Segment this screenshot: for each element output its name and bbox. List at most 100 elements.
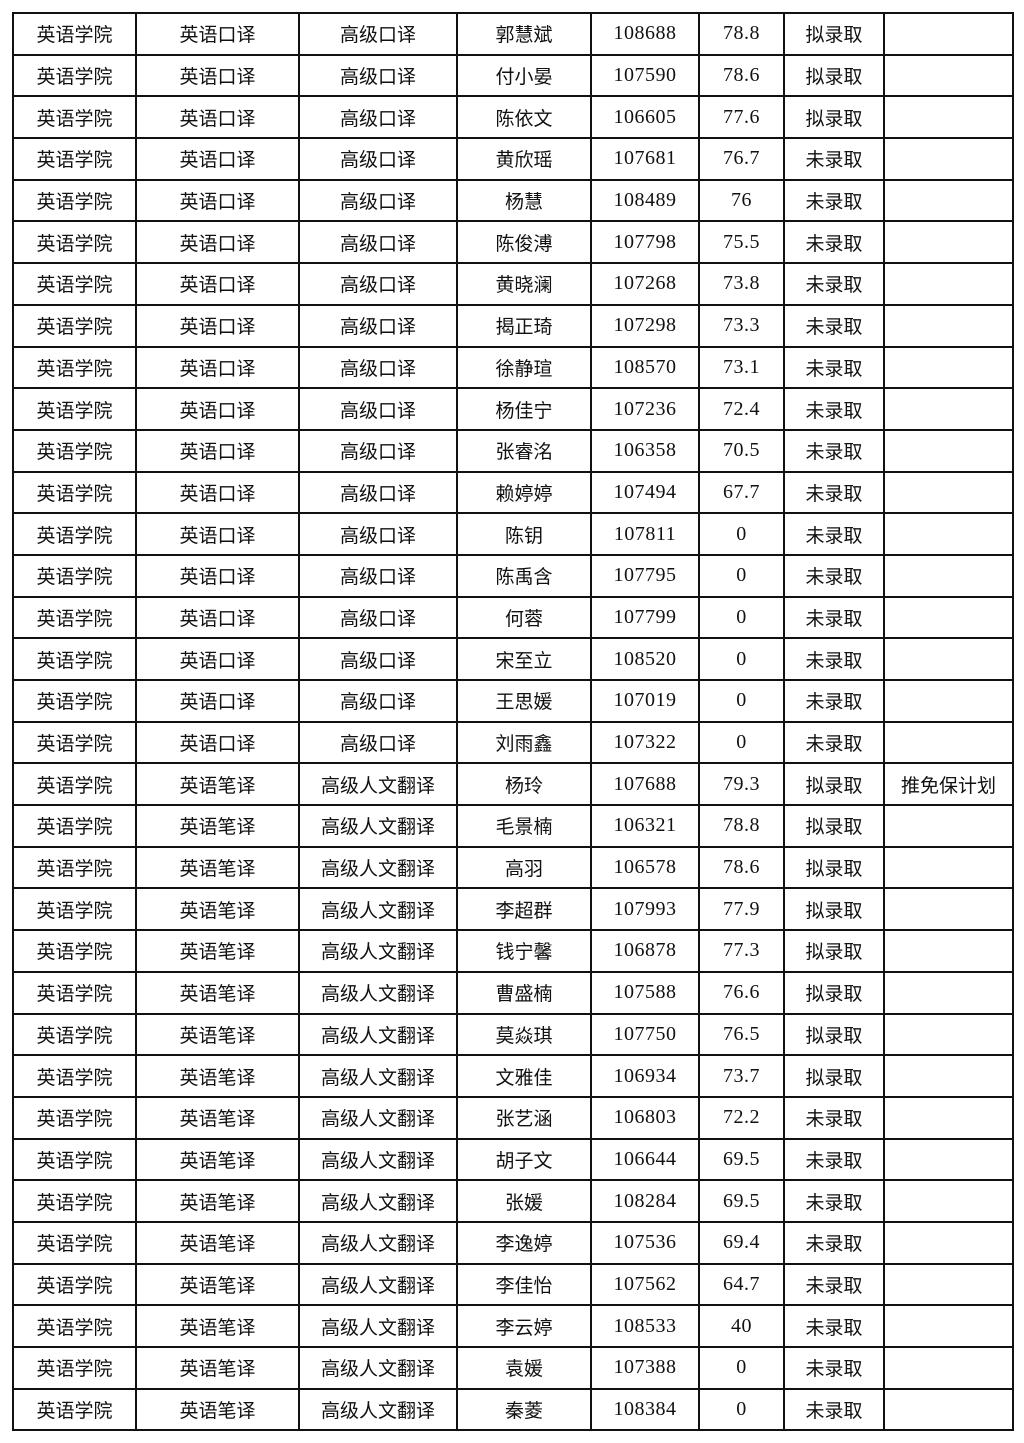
major-cell: 英语口译 — [135, 679, 300, 723]
direction-cell: 高级口译 — [298, 53, 458, 98]
score-cell: 78.6 — [698, 53, 785, 98]
status-cell: 拟录取 — [783, 1012, 885, 1057]
school-cell: 英语学院 — [12, 553, 137, 598]
name-cell: 李佳怡 — [456, 1262, 592, 1307]
name-cell: 陈依文 — [456, 95, 592, 140]
score-cell: 69.5 — [698, 1137, 785, 1182]
note-cell — [883, 262, 1014, 306]
note-cell — [883, 845, 1014, 890]
status-cell: 拟录取 — [783, 762, 885, 807]
note-cell — [883, 1095, 1014, 1140]
note-cell — [883, 387, 1014, 431]
school-cell: 英语学院 — [12, 303, 137, 348]
note-cell — [883, 428, 1014, 473]
exam-id-cell: 108520 — [590, 637, 700, 681]
note-cell — [883, 553, 1014, 598]
direction-cell: 高级人文翻译 — [298, 1262, 458, 1307]
table-row: 英语学院 英语口译 高级口译 徐静瑄 108570 73.1 未录取 — [12, 345, 1014, 390]
name-cell: 杨佳宁 — [456, 387, 592, 431]
name-cell: 付小晏 — [456, 53, 592, 98]
direction-cell: 高级口译 — [298, 345, 458, 390]
major-cell: 英语口译 — [135, 303, 300, 348]
table-row: 英语学院 英语口译 高级口译 杨慧 108489 76 未录取 — [12, 178, 1014, 223]
score-cell: 40 — [698, 1304, 785, 1348]
school-cell: 英语学院 — [12, 428, 137, 473]
note-cell — [883, 595, 1014, 640]
status-cell: 未录取 — [783, 1095, 885, 1140]
table-row: 英语学院 英语笔译 高级人文翻译 张媛 108284 69.5 未录取 — [12, 1179, 1014, 1223]
table-row: 英语学院 英语笔译 高级人文翻译 高羽 106578 78.6 拟录取 — [12, 845, 1014, 890]
exam-id-cell: 107795 — [590, 553, 700, 598]
score-cell: 67.7 — [698, 470, 785, 515]
school-cell: 英语学院 — [12, 679, 137, 723]
note-cell — [883, 637, 1014, 681]
score-cell: 73.7 — [698, 1054, 785, 1098]
name-cell: 杨玲 — [456, 762, 592, 807]
table-row: 英语学院 英语笔译 高级人文翻译 秦菱 108384 0 未录取 — [12, 1387, 1014, 1432]
school-cell: 英语学院 — [12, 53, 137, 98]
school-cell: 英语学院 — [12, 470, 137, 515]
school-cell: 英语学院 — [12, 1012, 137, 1057]
status-cell: 拟录取 — [783, 1054, 885, 1098]
table-row: 英语学院 英语笔译 高级人文翻译 李云婷 108533 40 未录取 — [12, 1304, 1014, 1348]
note-cell — [883, 679, 1014, 723]
school-cell: 英语学院 — [12, 12, 137, 56]
exam-id-cell: 108688 — [590, 12, 700, 56]
exam-id-cell: 107268 — [590, 262, 700, 306]
major-cell: 英语口译 — [135, 720, 300, 765]
direction-cell: 高级人文翻译 — [298, 1012, 458, 1057]
major-cell: 英语笔译 — [135, 1262, 300, 1307]
school-cell: 英语学院 — [12, 262, 137, 306]
exam-id-cell: 107494 — [590, 470, 700, 515]
name-cell: 黄晓澜 — [456, 262, 592, 306]
exam-id-cell: 106934 — [590, 1054, 700, 1098]
table-row: 英语学院 英语笔译 高级人文翻译 胡子文 106644 69.5 未录取 — [12, 1137, 1014, 1182]
status-cell: 未录取 — [783, 1346, 885, 1390]
score-cell: 0 — [698, 679, 785, 723]
major-cell: 英语口译 — [135, 387, 300, 431]
school-cell: 英语学院 — [12, 1054, 137, 1098]
note-cell — [883, 95, 1014, 140]
school-cell: 英语学院 — [12, 1262, 137, 1307]
status-cell: 未录取 — [783, 637, 885, 681]
direction-cell: 高级人文翻译 — [298, 762, 458, 807]
exam-id-cell: 106878 — [590, 929, 700, 973]
exam-id-cell: 108570 — [590, 345, 700, 390]
table-body: 英语学院 英语口译 高级口译 郭慧斌 108688 78.8 拟录取 英语学院 英语口译 高级口译… — [12, 12, 1014, 1432]
score-cell: 78.8 — [698, 12, 785, 56]
exam-id-cell: 107388 — [590, 1346, 700, 1390]
name-cell: 张媛 — [456, 1179, 592, 1223]
name-cell: 胡子文 — [456, 1137, 592, 1182]
table-row: 英语学院 英语口译 高级口译 王思媛 107019 0 未录取 — [12, 679, 1014, 723]
table-row: 英语学院 英语口译 高级口译 陈依文 106605 77.6 拟录取 — [12, 95, 1014, 140]
note-cell — [883, 512, 1014, 556]
status-cell: 未录取 — [783, 1179, 885, 1223]
school-cell: 英语学院 — [12, 345, 137, 390]
direction-cell: 高级口译 — [298, 553, 458, 598]
exam-id-cell: 107798 — [590, 220, 700, 265]
direction-cell: 高级人文翻译 — [298, 1095, 458, 1140]
direction-cell: 高级人文翻译 — [298, 887, 458, 932]
note-cell — [883, 720, 1014, 765]
score-cell: 76.7 — [698, 137, 785, 181]
score-cell: 0 — [698, 720, 785, 765]
status-cell: 未录取 — [783, 595, 885, 640]
admission-results-table: 英语学院 英语口译 高级口译 郭慧斌 108688 78.8 拟录取 英语学院 英语口译 高级口译… — [12, 12, 1014, 1432]
name-cell: 陈禹含 — [456, 553, 592, 598]
score-cell: 77.9 — [698, 887, 785, 932]
exam-id-cell: 108533 — [590, 1304, 700, 1348]
exam-id-cell: 107298 — [590, 303, 700, 348]
name-cell: 王思媛 — [456, 679, 592, 723]
status-cell: 未录取 — [783, 1304, 885, 1348]
direction-cell: 高级人文翻译 — [298, 1179, 458, 1223]
note-cell — [883, 1262, 1014, 1307]
status-cell: 未录取 — [783, 1262, 885, 1307]
major-cell: 英语笔译 — [135, 929, 300, 973]
direction-cell: 高级人文翻译 — [298, 1387, 458, 1432]
status-cell: 拟录取 — [783, 887, 885, 932]
name-cell: 袁媛 — [456, 1346, 592, 1390]
name-cell: 陈俊溥 — [456, 220, 592, 265]
exam-id-cell: 107750 — [590, 1012, 700, 1057]
major-cell: 英语口译 — [135, 12, 300, 56]
score-cell: 79.3 — [698, 762, 785, 807]
